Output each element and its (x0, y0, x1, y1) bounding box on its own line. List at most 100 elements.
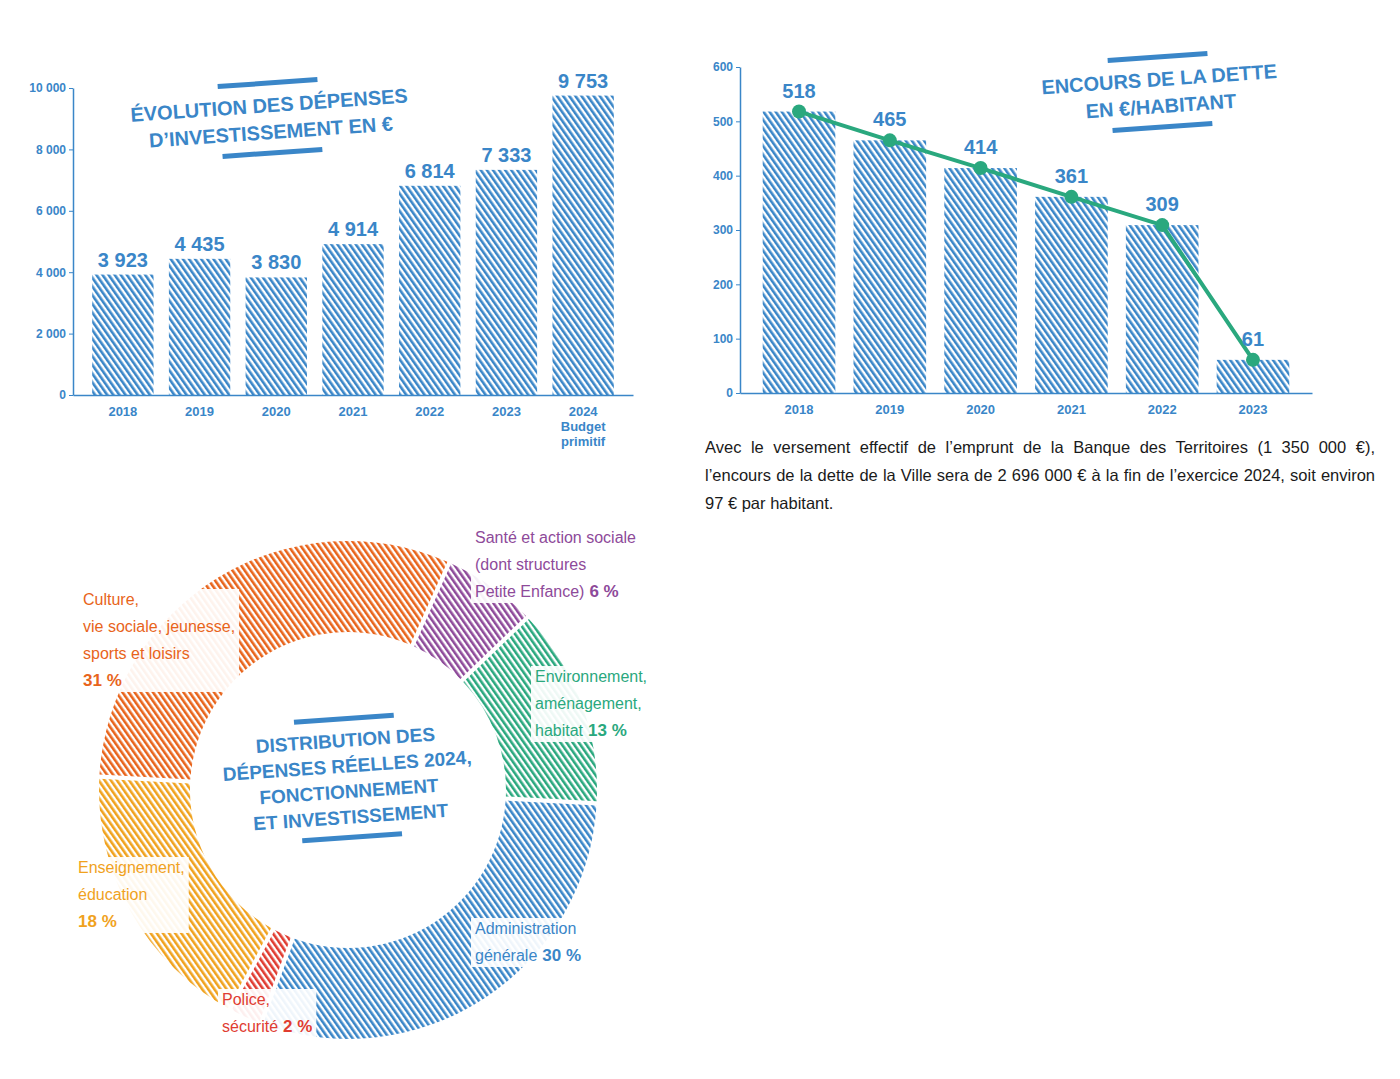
slice-category-line: (dont structures (475, 556, 586, 573)
data-label: 4 914 (328, 218, 379, 240)
y-tick: 600 (713, 60, 740, 74)
title-rule (218, 80, 318, 87)
marker (974, 161, 988, 175)
x-tick: 2022 (1148, 393, 1177, 417)
data-label: 3 923 (98, 249, 148, 271)
y-axis: 0 2 000 4 000 6 000 8 000 10 000 (29, 81, 73, 402)
x-tick-label: 2024Budgetprimitif (561, 404, 606, 449)
x-tick-line: 2022 (1148, 402, 1177, 417)
x-tick-label: 2018 (785, 402, 814, 417)
x-tick: 2019 (185, 395, 214, 419)
y-tick-mark (736, 67, 740, 68)
label-background (471, 527, 640, 603)
y-tick-mark (69, 88, 73, 89)
infographic: ÉVOLUTION DES DÉPENSESD’INVESTISSEMENT E… (0, 0, 1400, 1079)
y-tick-label: 0 (59, 388, 66, 402)
x-tick-line: 2023 (492, 404, 521, 419)
x-tick-line: 2022 (415, 404, 444, 419)
y-tick-label: 300 (713, 223, 733, 237)
bar (853, 140, 926, 393)
y-tick-mark (69, 272, 73, 273)
y-tick-mark (736, 339, 740, 340)
bar (399, 186, 460, 395)
slice-category-line: sécurité (222, 1018, 278, 1035)
y-tick: 8 000 (36, 143, 73, 157)
x-tick: 2021 (1057, 393, 1086, 417)
bar (169, 259, 230, 395)
bar (944, 168, 1017, 393)
x-tick-line: 2023 (1239, 402, 1268, 417)
y-tick: 4 000 (36, 266, 73, 280)
slice-label: Administrationgénérale30 % (471, 918, 585, 967)
x-tick: 2024Budgetprimitif (561, 395, 606, 449)
y-tick: 6 000 (36, 204, 73, 218)
bar (1035, 197, 1108, 393)
slice-category-line: sports et loisirs (83, 645, 190, 662)
y-tick-label: 400 (713, 169, 733, 183)
bar (246, 277, 307, 395)
label-background (531, 666, 651, 742)
y-tick-mark (69, 149, 73, 150)
x-tick-line: 2018 (108, 404, 137, 419)
slice-category-line: Police, (222, 991, 270, 1008)
title-line: ENCOURS DE LA DETTE (1041, 60, 1278, 98)
x-tick-label: 2023 (492, 404, 521, 419)
y-tick: 2 000 (36, 327, 73, 341)
x-tick-label: 2021 (339, 404, 368, 419)
x-tick: 2018 (108, 395, 137, 419)
x-tick-line: 2019 (875, 402, 904, 417)
data-label: 6 814 (405, 160, 456, 182)
y-tick-label: 2 000 (36, 327, 66, 341)
x-tick-label: 2019 (875, 402, 904, 417)
y-tick: 400 (713, 169, 740, 183)
x-tick-label: 2018 (108, 404, 137, 419)
data-label: 414 (964, 136, 998, 158)
x-tick-line: 2020 (966, 402, 995, 417)
y-tick: 300 (713, 223, 740, 237)
y-tick-mark (736, 393, 740, 394)
title-rule (302, 834, 402, 841)
slice-value: 6 % (589, 582, 618, 601)
slice-label: Culture,vie sociale, jeunesse,sports et … (79, 589, 239, 692)
bar (322, 244, 383, 395)
x-tick-line: 2021 (1057, 402, 1086, 417)
data-label: 4 435 (175, 233, 225, 255)
x-axis-line (74, 395, 634, 397)
x-axis: 2018 2019 2020 2021 2022 2023 (741, 393, 1313, 417)
data-label: 3 830 (251, 251, 301, 273)
y-tick-mark (69, 211, 73, 212)
bar (552, 96, 613, 395)
y-tick-label: 10 000 (29, 81, 66, 95)
bar (763, 112, 836, 393)
line (799, 112, 1253, 360)
y-tick-label: 100 (713, 332, 733, 346)
slice-category-line: Enseignement, (78, 859, 185, 876)
slice-value: 18 % (78, 912, 117, 931)
x-tick-label: 2022 (1148, 402, 1177, 417)
x-tick: 2020 (262, 395, 291, 419)
marker (1064, 190, 1078, 204)
x-tick-label: 2022 (415, 404, 444, 419)
slice-category: Culture,vie sociale, jeunesse,sports et … (83, 591, 235, 662)
x-tick: 2021 (339, 395, 368, 419)
slice-category: Environnement,aménagement,habitat (535, 668, 647, 739)
x-tick-line: 2020 (262, 404, 291, 419)
x-tick-line: 2018 (785, 402, 814, 417)
x-tick-line: 2019 (185, 404, 214, 419)
title-line: D’INVESTISSEMENT EN € (148, 113, 393, 152)
y-tick-mark (69, 334, 73, 335)
title-rule (1108, 54, 1208, 61)
y-tick-mark (736, 176, 740, 177)
label-background (218, 989, 316, 1038)
slice-category-line: habitat (535, 722, 584, 739)
bar (1126, 225, 1199, 393)
title-group: ENCOURS DE LA DETTEEN €/HABITANT (1040, 49, 1280, 135)
data-label: 61 (1242, 328, 1264, 350)
y-axis-line (73, 89, 75, 396)
y-tick: 10 000 (29, 81, 73, 95)
slice-category-line: Environnement, (535, 668, 647, 685)
title-rule (294, 715, 394, 722)
y-tick-label: 500 (713, 115, 733, 129)
chart-title: DISTRIBUTION DESDÉPENSES RÉELLES 2024,FO… (220, 721, 475, 836)
slice-category-line: Administration (475, 920, 576, 937)
